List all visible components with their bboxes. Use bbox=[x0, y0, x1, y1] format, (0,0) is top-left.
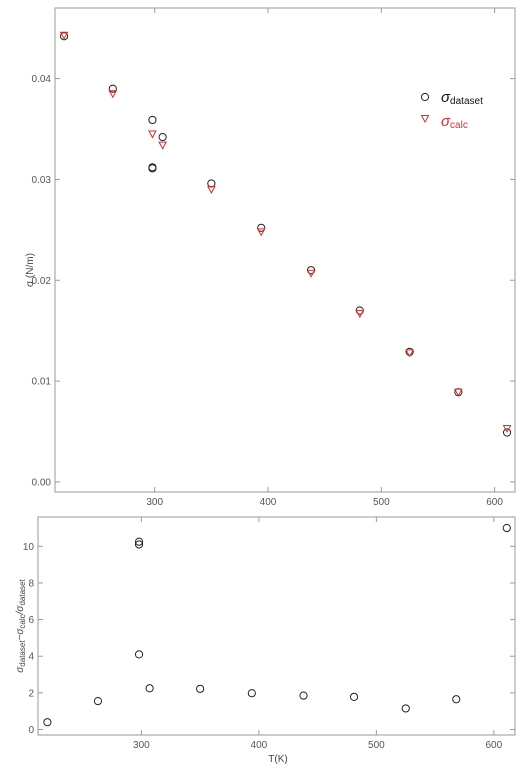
sigma-y-axis-label: σ (N/m) bbox=[25, 253, 36, 287]
sigma-point-calc bbox=[59, 31, 69, 40]
sigma-point-calc bbox=[158, 141, 167, 150]
sigma-panel-frame bbox=[54, 7, 516, 493]
residual-y-tick-label: 2 bbox=[28, 688, 34, 699]
sigma-x-tick-label: 400 bbox=[260, 497, 277, 508]
residual-y-tick-label: 6 bbox=[28, 615, 34, 626]
sigma-point-dataset bbox=[158, 132, 167, 142]
residual-x-tick-label: 400 bbox=[251, 740, 268, 751]
residual-point-dataset bbox=[401, 704, 410, 713]
legend-marker-dataset bbox=[420, 92, 430, 102]
sigma-y-tick-label: 0.04 bbox=[32, 74, 52, 85]
residual-y-tick-label: 4 bbox=[28, 652, 34, 663]
sigma-point-calc bbox=[502, 424, 512, 434]
residual-y-tick-label: 0 bbox=[28, 725, 34, 736]
residual-point-dataset bbox=[247, 689, 256, 698]
sigma-point-dataset bbox=[257, 223, 266, 232]
residual-point-dataset bbox=[145, 684, 154, 693]
residual-x-tick-label: 300 bbox=[133, 740, 150, 751]
residual-y-tick-label: 8 bbox=[28, 578, 34, 589]
sigma-y-tick-label: 0.00 bbox=[32, 477, 52, 488]
sigma-point-dataset bbox=[502, 428, 512, 437]
residual-point-dataset bbox=[452, 695, 461, 704]
sigma-panel-points bbox=[59, 31, 512, 437]
sigma-point-calc bbox=[207, 186, 216, 195]
residual-x-tick-label: 600 bbox=[486, 740, 503, 751]
sigma-point-calc bbox=[148, 130, 157, 139]
x-axis-label: T(K) bbox=[268, 754, 287, 765]
sigma-point-calc bbox=[256, 228, 266, 237]
sigma-point-calc bbox=[306, 269, 316, 278]
residual-point-dataset bbox=[196, 684, 205, 693]
residual-point-dataset bbox=[349, 692, 359, 701]
residual-point-dataset bbox=[43, 718, 52, 727]
residual-panel-points bbox=[43, 523, 511, 727]
residual-panel-ticks: 300 400 500 600 0 2 4 6 8 10 bbox=[23, 517, 515, 751]
residual-point-dataset bbox=[134, 650, 144, 659]
sigma-point-dataset bbox=[207, 179, 216, 188]
sigma-point-dataset bbox=[148, 164, 157, 173]
residual-y-axis-label: σdataset−σcalc/σdataset bbox=[15, 579, 27, 673]
legend: σdataset σcalc bbox=[420, 89, 483, 131]
residual-panel-frame bbox=[37, 516, 516, 736]
residual-x-tick-label: 500 bbox=[368, 740, 385, 751]
legend-marker-calc bbox=[420, 115, 430, 124]
residual-y-tick-label: 10 bbox=[23, 542, 35, 553]
sigma-x-tick-label: 600 bbox=[486, 497, 503, 508]
legend-label-calc: σcalc bbox=[441, 113, 468, 131]
sigma-x-tick-label: 300 bbox=[146, 497, 163, 508]
sigma-y-tick-label: 0.03 bbox=[32, 175, 52, 186]
sigma-point-calc bbox=[355, 310, 365, 319]
residual-point-dataset bbox=[93, 697, 103, 706]
residual-point-dataset bbox=[502, 523, 511, 533]
sigma-point-calc bbox=[405, 349, 414, 358]
sigma-y-tick-label: 0.01 bbox=[32, 377, 52, 388]
sigma-x-tick-label: 500 bbox=[373, 497, 390, 508]
sigma-point-calc bbox=[108, 90, 118, 99]
residual-point-dataset bbox=[299, 691, 308, 700]
sigma-point-dataset bbox=[148, 115, 157, 125]
sigma-point-dataset bbox=[108, 84, 117, 93]
sigma-panel: 300 400 500 600 0.00 0.01 0.02 0.03 0.04 σ (N/m)… bbox=[25, 7, 516, 508]
residual-point-dataset bbox=[134, 540, 144, 549]
residual-panel: 300 400 500 600 0 2 4 6 8 10 σdataset−σcalc/σdata… bbox=[15, 516, 516, 765]
residual-point-dataset bbox=[134, 537, 144, 546]
sigma-point-calc bbox=[454, 388, 463, 397]
sigma-y-tick-label: 0.02 bbox=[32, 276, 52, 287]
legend-label-dataset: σdataset bbox=[441, 89, 483, 107]
sigma-panel-ticks: 300 400 500 600 0.00 0.01 0.02 0.03 0.04 bbox=[32, 8, 515, 508]
